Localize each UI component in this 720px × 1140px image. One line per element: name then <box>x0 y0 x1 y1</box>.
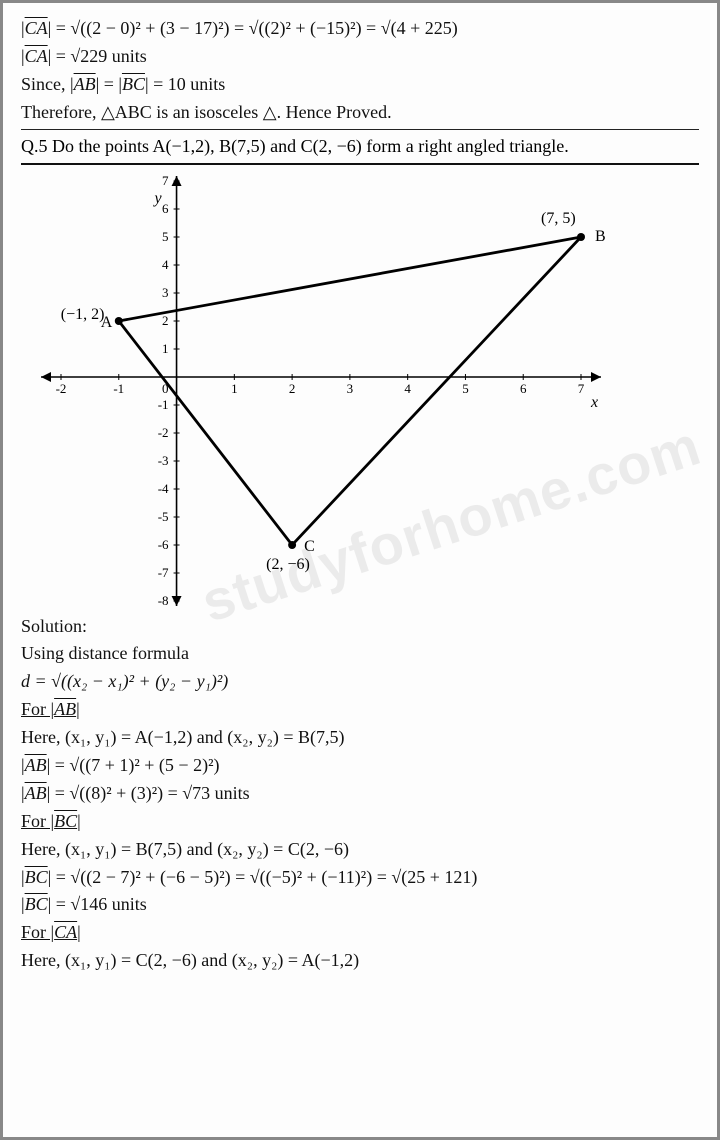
bc-eq1: |BC| = √((2 − 7)² + (−6 − 5)²) = √((−5)²… <box>21 864 699 892</box>
segment-ab: AB <box>74 74 96 94</box>
intro-line-4: Therefore, △ABC is an isosceles △. Hence… <box>21 99 699 127</box>
svg-text:(−1, 2): (−1, 2) <box>61 306 105 323</box>
svg-text:2: 2 <box>162 313 169 328</box>
svg-text:4: 4 <box>404 381 411 396</box>
bc-here: Here, (x₁, y₁) = B(7,5) and (x₂, y₂) = C… <box>21 836 699 864</box>
intro-line-3: Since, |AB| = |BC| = 10 units <box>21 71 699 99</box>
svg-text:x: x <box>590 394 598 411</box>
svg-text:6: 6 <box>520 381 527 396</box>
svg-text:-3: -3 <box>158 453 169 468</box>
graph-container: studyforhome.com -2-11234567-8-7-6-5-4-3… <box>21 171 699 611</box>
svg-text:6: 6 <box>162 201 169 216</box>
segment-bc: BC <box>122 74 145 94</box>
svg-text:(7, 5): (7, 5) <box>541 210 576 227</box>
svg-text:-1: -1 <box>113 381 124 396</box>
segment-bc: BC <box>25 867 48 887</box>
svg-text:y: y <box>153 190 163 207</box>
svg-text:-2: -2 <box>158 425 169 440</box>
svg-text:-4: -4 <box>158 481 169 496</box>
svg-text:B: B <box>595 228 606 245</box>
question-text: Q.5 Do the points A(−1,2), B(7,5) and C(… <box>21 134 699 159</box>
svg-text:-7: -7 <box>158 565 169 580</box>
svg-text:3: 3 <box>347 381 354 396</box>
ab-eq1: |AB| = √((7 + 1)² + (5 − 2)²) <box>21 752 699 780</box>
distance-formula: d = √((x₂ − x₁)² + (y₂ − y₁)²) <box>21 668 699 696</box>
svg-text:1: 1 <box>231 381 238 396</box>
rest: | = √146 units <box>48 894 147 914</box>
svg-text:4: 4 <box>162 257 169 272</box>
svg-text:(2, −6): (2, −6) <box>266 556 310 573</box>
segment-ca: CA <box>25 18 48 38</box>
ab-eq2: |AB| = √((8)² + (3)²) = √73 units <box>21 780 699 808</box>
segment-ca: CA <box>25 46 48 66</box>
divider-thin <box>21 129 699 130</box>
abs-close: | <box>76 699 80 719</box>
svg-text:-6: -6 <box>158 537 169 552</box>
end: | = 10 units <box>145 74 225 94</box>
intro-1-rest: | = √((2 − 0)² + (3 − 17)²) = √((2)² + (… <box>48 18 458 38</box>
segment-ab: AB <box>25 783 47 803</box>
solution-heading: Solution: <box>21 613 699 641</box>
divider-thick <box>21 163 699 165</box>
solution-sub1: Using distance formula <box>21 640 699 668</box>
svg-text:7: 7 <box>578 381 585 396</box>
for-text: For | <box>21 811 54 831</box>
coordinate-graph: -2-11234567-8-7-6-5-4-3-2-112345670xyA(−… <box>21 171 621 611</box>
svg-text:-2: -2 <box>56 381 67 396</box>
bc-eq2: |BC| = √146 units <box>21 891 699 919</box>
segment-bc: BC <box>54 811 77 831</box>
svg-text:2: 2 <box>289 381 296 396</box>
svg-text:1: 1 <box>162 341 169 356</box>
svg-text:C: C <box>304 538 315 555</box>
svg-text:7: 7 <box>162 173 169 188</box>
ca-here: Here, (x₁, y₁) = C(2, −6) and (x₂, y₂) =… <box>21 947 699 975</box>
segment-ca: CA <box>54 922 77 942</box>
intro-line-2: |CA| = √229 units <box>21 43 699 71</box>
abs-close: | <box>77 922 81 942</box>
ab-here: Here, (x₁, y₁) = A(−1,2) and (x₂, y₂) = … <box>21 724 699 752</box>
rest: | = √((2 − 7)² + (−6 − 5)²) = √((−5)² + … <box>48 867 478 887</box>
segment-bc: BC <box>25 894 48 914</box>
intro-2-rest: | = √229 units <box>48 46 147 66</box>
rest: | = √((7 + 1)² + (5 − 2)²) <box>47 755 220 775</box>
rest: | = √((8)² + (3)²) = √73 units <box>47 783 250 803</box>
svg-text:-8: -8 <box>158 593 169 608</box>
since-text: Since, | <box>21 74 74 94</box>
page: |CA| = √((2 − 0)² + (3 − 17)²) = √((2)² … <box>0 0 720 1140</box>
svg-text:3: 3 <box>162 285 169 300</box>
svg-text:-1: -1 <box>158 397 169 412</box>
segment-ab: AB <box>54 699 76 719</box>
svg-text:5: 5 <box>162 229 169 244</box>
svg-text:5: 5 <box>462 381 469 396</box>
for-ab-label: For |AB| <box>21 696 699 724</box>
for-ca-label: For |CA| <box>21 919 699 947</box>
intro-line-1: |CA| = √((2 − 0)² + (3 − 17)²) = √((2)² … <box>21 15 699 43</box>
abs-close: | <box>77 811 81 831</box>
segment-ab: AB <box>25 755 47 775</box>
for-bc-label: For |BC| <box>21 808 699 836</box>
mid: | = | <box>96 74 122 94</box>
for-text: For | <box>21 922 54 942</box>
for-text: For | <box>21 699 54 719</box>
svg-text:-5: -5 <box>158 509 169 524</box>
